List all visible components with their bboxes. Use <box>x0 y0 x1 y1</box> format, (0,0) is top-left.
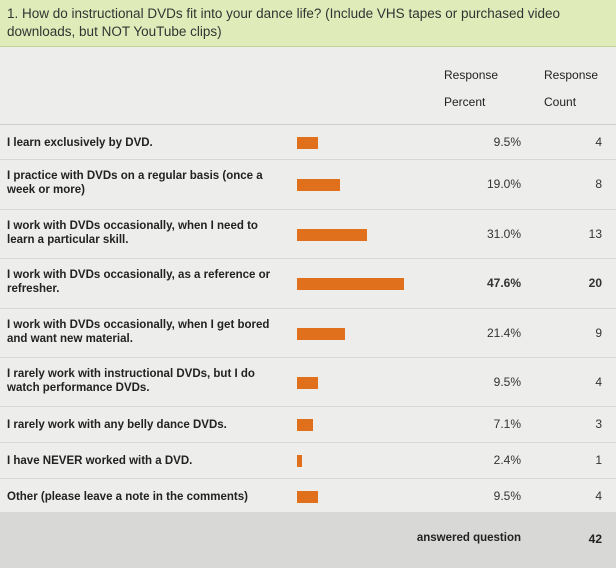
count-column-header: Response Count <box>544 68 599 109</box>
answer-label: I rarely work with instructional DVDs, b… <box>7 368 255 394</box>
percent-bar <box>297 328 345 340</box>
table-header-row: Response Percent Response Count <box>0 47 616 125</box>
answer-label: I practice with DVDs on a regular basis … <box>7 170 263 196</box>
response-count: 3 <box>595 417 602 431</box>
percent-bar <box>297 491 318 503</box>
answer-label: I work with DVDs occasionally, as a refe… <box>7 269 271 295</box>
response-count: 4 <box>595 375 602 389</box>
response-percent: 21.4% <box>486 326 521 340</box>
question-text: 1. How do instructional DVDs fit into yo… <box>7 6 561 39</box>
response-percent: 47.6% <box>486 276 521 290</box>
answer-label: I work with DVDs occasionally, when I ne… <box>7 220 258 246</box>
response-count: 9 <box>595 326 602 340</box>
response-count: 8 <box>595 177 602 191</box>
response-count: 13 <box>588 227 602 241</box>
answer-rows: I learn exclusively by DVD. 9.5% 4 I practi… <box>0 125 616 515</box>
table-row: I rarely work with instructional DVDs, b… <box>0 358 616 407</box>
table-row: I practice with DVDs on a regular basis … <box>0 160 616 210</box>
response-percent: 9.5% <box>493 489 521 503</box>
table-row: I work with DVDs occasionally, when I ne… <box>0 210 616 259</box>
table-row: I have NEVER worked with a DVD. 2.4% 1 <box>0 443 616 479</box>
response-percent: 31.0% <box>486 227 521 241</box>
response-count: 4 <box>595 135 602 149</box>
answered-question-label: answered question <box>416 532 521 544</box>
table-row: I rarely work with any belly dance DVDs.… <box>0 407 616 443</box>
response-percent: 9.5% <box>493 375 521 389</box>
percent-bar <box>297 377 318 389</box>
percent-bar <box>297 278 404 290</box>
percent-bar <box>297 229 367 241</box>
answer-label: I work with DVDs occasionally, when I ge… <box>7 319 270 345</box>
table-footer: answered question 42 <box>0 512 616 568</box>
response-percent: 7.1% <box>493 417 521 431</box>
response-percent: 2.4% <box>493 453 521 467</box>
table-row: I learn exclusively by DVD. 9.5% 4 <box>0 125 616 160</box>
percent-bar <box>297 455 302 467</box>
results-table: Response Percent Response Count I learn … <box>0 47 616 568</box>
answer-label: I learn exclusively by DVD. <box>7 137 153 149</box>
table-row: Other (please leave a note in the commen… <box>0 479 616 515</box>
answer-label: Other (please leave a note in the commen… <box>7 491 248 503</box>
percent-bar <box>297 137 318 149</box>
answered-question-count: 42 <box>588 532 602 546</box>
answer-label: I rarely work with any belly dance DVDs. <box>7 419 227 431</box>
response-count: 20 <box>588 276 602 290</box>
table-row: I work with DVDs occasionally, when I ge… <box>0 309 616 358</box>
percent-bar <box>297 179 340 191</box>
percent-bar <box>297 419 313 431</box>
response-count: 4 <box>595 489 602 503</box>
response-percent: 9.5% <box>493 135 521 149</box>
table-row: I work with DVDs occasionally, as a refe… <box>0 259 616 309</box>
percent-column-header: Response Percent <box>444 68 499 109</box>
answer-label: I have NEVER worked with a DVD. <box>7 455 193 467</box>
question-header: 1. How do instructional DVDs fit into yo… <box>0 0 616 47</box>
response-percent: 19.0% <box>486 177 521 191</box>
response-count: 1 <box>595 453 602 467</box>
